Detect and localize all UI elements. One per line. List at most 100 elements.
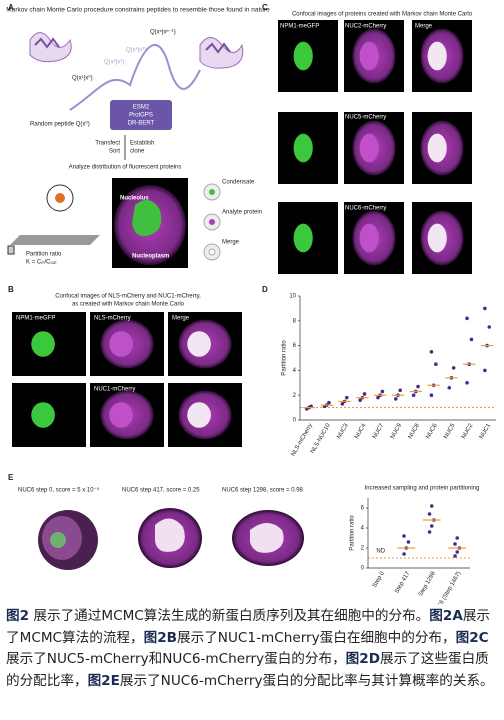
data-point [453,554,457,558]
x-tick-label: NLS-NUC10 [310,422,332,454]
model: ESM2 [133,105,150,111]
x-tick-label: NUC9 [390,422,404,440]
y-axis-label: Partition ratio [350,515,356,551]
data-point [487,325,492,329]
data-point [453,542,457,546]
caption-segment: 展示了MCMC算法的流程， [6,608,491,646]
cell-image [38,508,304,570]
x-tick-label: NUC8 [408,422,422,440]
data-point [376,395,380,400]
q-label: Q(x³|x²) [126,48,146,54]
legend-icon [209,189,215,195]
data-point [398,388,403,393]
caption-segment: 展示了这些蛋白质的分配比率， [6,651,489,689]
analyze: Analyze distribution of fluorescent prot… [69,165,182,171]
data-point [455,536,460,540]
caption-segment: 图2C [455,629,489,646]
data-point [483,306,487,311]
chart-title: Increased sampling and protein partition… [365,486,480,492]
data-point [380,389,385,394]
x-tick-label: NUC2 [461,422,475,440]
q-label: Q(x²|x¹) [104,60,124,66]
condensate [109,402,133,428]
q-label: Q(x¹|x⁰) [72,75,93,82]
caption-segment: 展示了NUC6-mCherry蛋白的分配比率与其计算概率的关系。 [119,672,494,689]
x-tick-label: Step 0 [372,570,386,589]
data-point [402,534,406,538]
x-tick-label: NUC1 [479,422,493,440]
mcmc-curve [69,44,201,111]
figure-caption: 图2 展示了通过MCMC算法生成的新蛋白质序列及其在细胞中的分布。图2A展示了M… [6,606,500,692]
data-point [469,337,474,342]
data-point [429,524,434,528]
x-tick-label: Step 1298 [418,570,437,597]
y-tick-label: 0 [361,566,365,572]
x-tick-label: NUC3 [336,422,350,440]
data-point [362,392,367,396]
y-tick-label: 0 [293,418,297,424]
condensate [293,223,313,253]
caption-segment: 展示了NUC5-mCherry和NUC6-mCherry蛋白的分布， [6,651,346,667]
condensate [31,331,55,357]
random-peptide: Random peptide Q(x⁰) [30,121,90,128]
annotation: ND [376,549,385,555]
figure: A Markov chain Monte Carlo procedure con… [6,3,496,604]
data-point [344,395,349,400]
data-point [429,393,434,398]
partition-label: Partition ratio [26,252,62,258]
condensate [293,133,313,163]
x-tick-label: NUC6 [425,422,439,440]
data-point [429,350,434,354]
y-tick-label: 2 [361,546,365,552]
condensate [31,402,55,428]
model-box [110,100,172,130]
panel-title: Confocal images of proteins created with… [292,12,473,18]
panel-letter: E [8,473,14,482]
q-label: Q(xⁿ|xⁿ⁻¹) [150,29,176,36]
image-label: NUC1-mCherry [94,387,135,393]
y-tick-label: 4 [361,526,365,532]
panel-letter: C [262,3,268,12]
caption-segment: 图2A [429,608,463,624]
image-label: NUC5-mCherry [345,115,386,121]
y-tick-label: 6 [293,343,297,349]
data-point [340,402,345,406]
caption-segment: 图2 [6,608,30,624]
caption-segment: 展示了NUC1-mCherry蛋白在细胞中的分布， [177,629,456,646]
image-label: NUC6-mCherry [345,206,386,212]
x-tick-label: NUC7 [372,422,386,440]
panel-title: Markov chain Monte Carlo procedure const… [6,7,270,14]
data-point [427,530,432,534]
data-point [327,400,331,405]
data-point [411,393,416,398]
nucleolus [132,200,162,237]
caption-segment: 图2D [345,651,381,667]
step: Establish [130,141,154,147]
condensate [359,133,379,163]
y-tick-label: 10 [289,294,296,300]
caption-segment: 图2B [143,629,178,646]
condensate [109,331,133,357]
caption-segment: 展示了通过MCMC算法生成的新蛋白质序列及其在细胞中的分布。 [29,608,430,624]
nucleolus-label: Nucleolus [120,196,149,202]
data-point [427,512,432,516]
model: ProtGPS [129,113,153,119]
panel-title: Confocal images of NLS-mCherry and NUC1-… [55,294,201,300]
image-label: NUC2-mCherry [345,24,386,30]
x-tick-label: NUC6 (Step 1467) [432,571,462,604]
legend-label: Analyte protein [222,210,262,216]
x-tick-label: NUC4 [354,422,368,440]
data-point [434,362,438,367]
legend-icon [209,219,215,225]
data-point [465,381,469,385]
data-point [406,540,411,544]
data-point [402,552,406,556]
nucleoplasm-label: Nucleoplasm [132,254,169,260]
y-tick-label: 2 [293,393,297,399]
condensate [427,41,447,71]
data-point [429,504,434,508]
model: DR-BERT [128,121,155,127]
condensate [427,223,447,253]
partition-label: K = Cᵢₙ/Cₒᵤₜ [26,260,57,266]
image-caption: NUC6 step 1298, score = 0.98 [222,488,304,494]
